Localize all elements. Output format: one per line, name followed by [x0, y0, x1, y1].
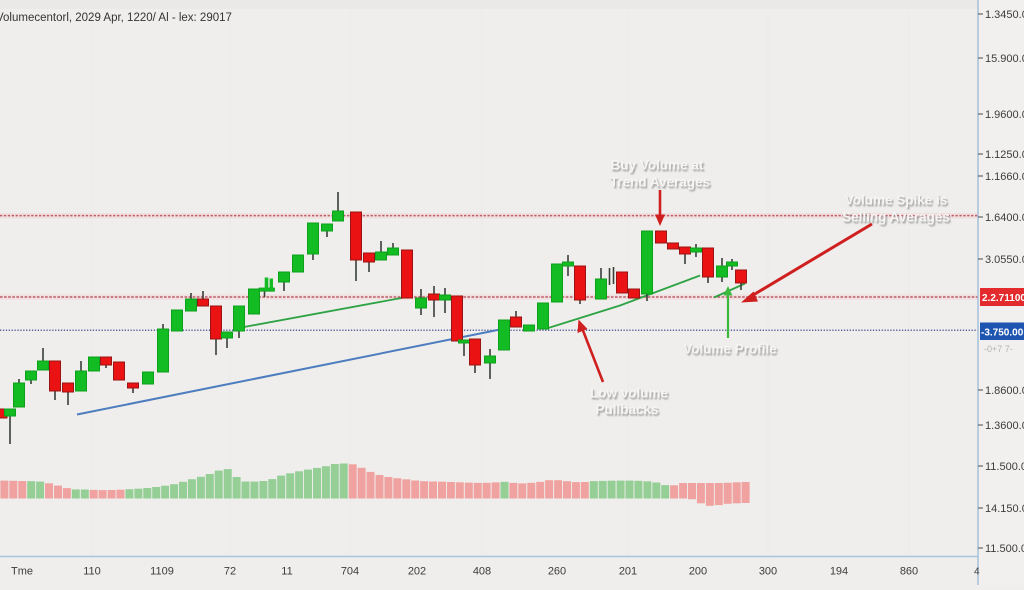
svg-text:1.6400.00: 1.6400.00: [985, 212, 1024, 224]
svg-text:202: 202: [408, 566, 426, 578]
svg-text:194: 194: [830, 566, 848, 578]
svg-text:1.1660.00: 1.1660.00: [985, 171, 1024, 183]
svg-text:Volume Profile: Volume Profile: [683, 342, 777, 357]
svg-text:201: 201: [619, 566, 637, 578]
svg-text:300: 300: [759, 566, 777, 578]
svg-text:Low volume: Low volume: [591, 387, 669, 402]
svg-text:Volume Profile: Volume Profile: [685, 343, 779, 358]
svg-text:Pullbacks: Pullbacks: [597, 404, 660, 419]
svg-text:408: 408: [473, 566, 491, 578]
svg-text:11: 11: [281, 566, 292, 578]
svg-text:1.1250.00: 1.1250.00: [985, 149, 1024, 161]
svg-text:860: 860: [900, 566, 918, 578]
svg-text:260: 260: [548, 566, 566, 578]
svg-text:1.3600.00: 1.3600.00: [985, 420, 1024, 432]
svg-text:Selling Averages: Selling Averages: [844, 211, 952, 226]
svg-text:Buy Volume at: Buy Volume at: [611, 158, 704, 173]
svg-text:1.9600.00: 1.9600.00: [985, 109, 1024, 121]
svg-text:Volume Spike is: Volume Spike is: [846, 194, 949, 209]
svg-text:-3.750.00: -3.750.00: [981, 328, 1024, 339]
svg-text:Low volume: Low volume: [590, 386, 668, 401]
svg-text:3.0550.00: 3.0550.00: [985, 254, 1024, 266]
svg-text:1109: 1109: [150, 566, 174, 578]
svg-text:Selling Averages: Selling Averages: [842, 210, 950, 225]
svg-text:11.500.00: 11.500.00: [985, 543, 1024, 555]
svg-text:Volumecentorl, 2029 Apr, 1220/: Volumecentorl, 2029 Apr, 1220/ Al - lex:…: [0, 12, 232, 24]
svg-text:15.900.00: 15.900.00: [985, 53, 1024, 65]
svg-text:-0+7 7-: -0+7 7-: [984, 344, 1013, 354]
svg-text:2.2.71100: 2.2.71100: [982, 293, 1024, 304]
svg-text:Tme: Tme: [11, 566, 33, 578]
svg-text:200: 200: [689, 566, 707, 578]
svg-text:110: 110: [83, 566, 101, 578]
svg-text:1.3450.00: 1.3450.00: [985, 9, 1024, 21]
svg-text:Volume Spike is: Volume Spike is: [845, 193, 948, 208]
svg-text:Trend Averages: Trend Averages: [610, 175, 710, 190]
svg-text:Pullbacks: Pullbacks: [595, 402, 658, 417]
svg-text:Buy Volume at: Buy Volume at: [612, 159, 705, 174]
svg-text:14.150.00: 14.150.00: [985, 503, 1024, 515]
svg-text:Trend Averages: Trend Averages: [611, 176, 711, 191]
svg-text:11.500.00: 11.500.00: [985, 461, 1024, 473]
svg-text:704: 704: [341, 566, 359, 578]
svg-text:1.8600.00: 1.8600.00: [985, 385, 1024, 397]
svg-text:4: 4: [974, 567, 980, 578]
svg-text:72: 72: [224, 566, 236, 578]
